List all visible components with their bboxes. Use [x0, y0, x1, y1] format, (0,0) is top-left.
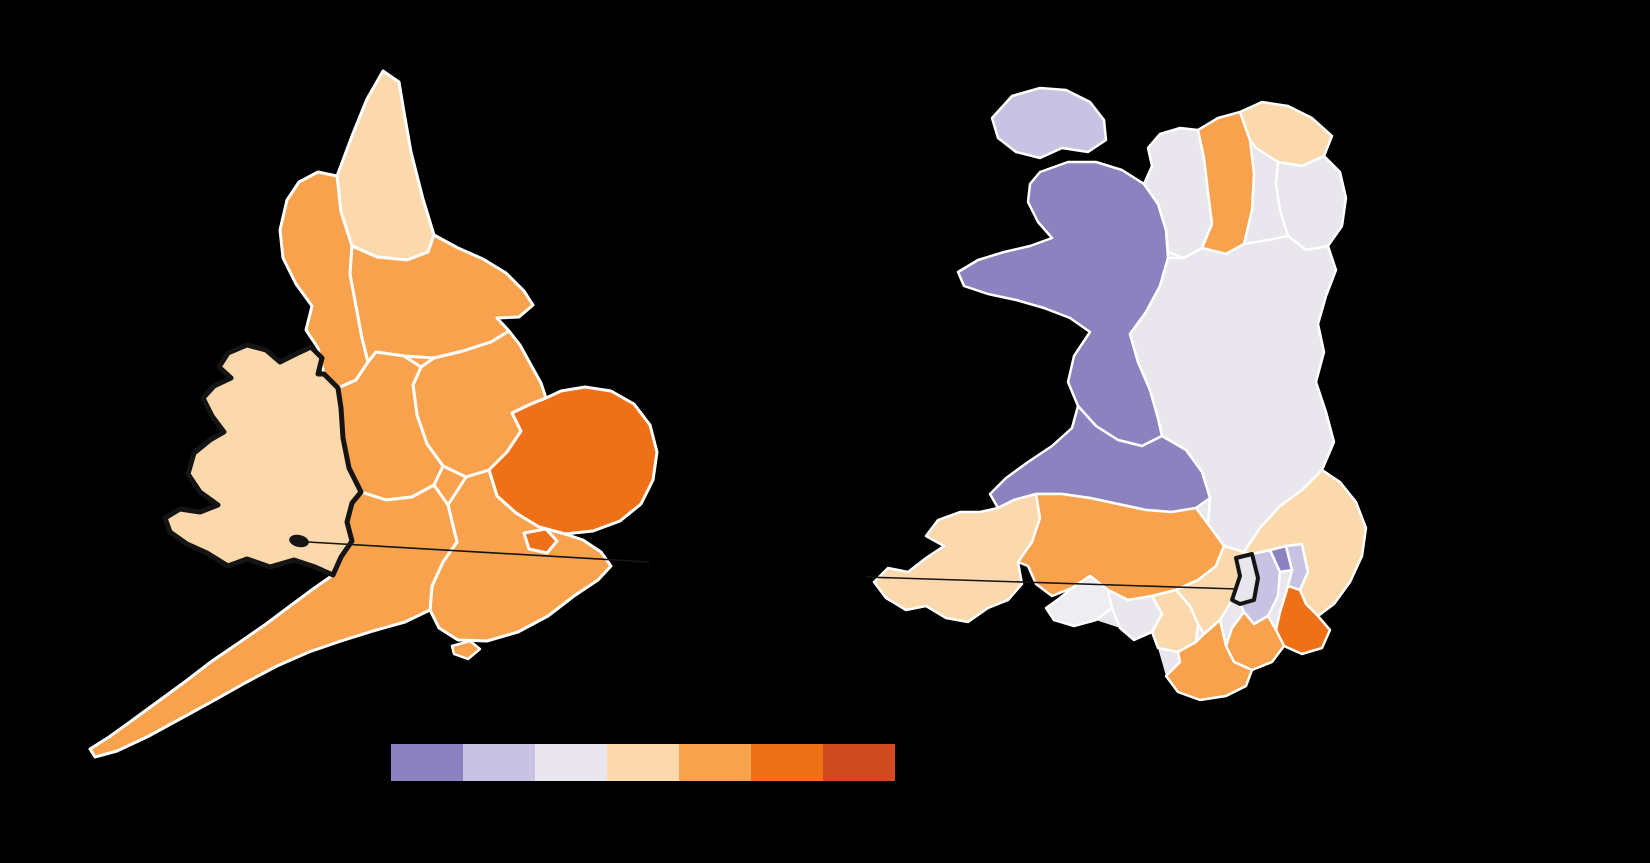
legend-swatch-1 [391, 744, 463, 781]
region-pembrokeshire [872, 492, 1042, 624]
region-merthyr-tydfil-highlighted [1230, 552, 1260, 606]
region-monmouthshire [1242, 468, 1368, 618]
legend-swatch-6 [751, 744, 823, 781]
region-wrexham [1274, 154, 1348, 252]
region-swansea [1044, 574, 1114, 628]
region-vale-of-glamorgan [1164, 618, 1254, 702]
leader-line-right [865, 576, 1238, 590]
legend-swatch-2 [463, 744, 535, 781]
color-legend [391, 744, 895, 781]
map-wales-local-authorities [865, 86, 1368, 702]
region-isle-of-wight [450, 639, 482, 661]
region-wales-highlighted [162, 342, 364, 578]
region-yorkshire-and-the-humber [348, 233, 535, 364]
legend-swatch-4 [607, 744, 679, 781]
region-north-east [335, 69, 436, 262]
legend-swatch-5 [679, 744, 751, 781]
region-gwynedd [956, 160, 1170, 448]
annotation-target-marker [289, 534, 309, 548]
region-cardiff [1224, 610, 1286, 672]
region-isle-of-anglesey [990, 86, 1108, 160]
region-newport [1274, 584, 1332, 656]
legend-swatch-7 [823, 744, 895, 781]
leader-line-left [307, 541, 650, 563]
region-london [522, 527, 559, 555]
map-england-wales [88, 69, 659, 759]
legend-swatch-3 [535, 744, 607, 781]
